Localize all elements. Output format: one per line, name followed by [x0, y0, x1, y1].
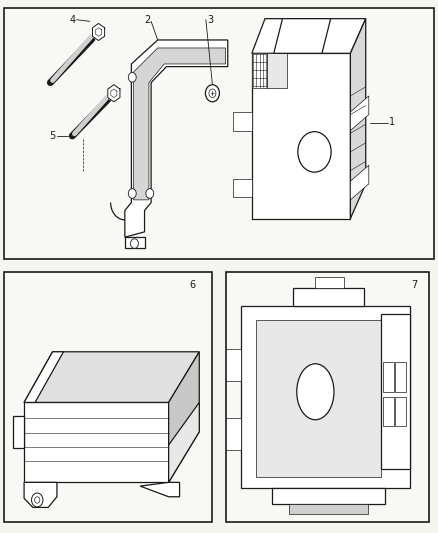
Polygon shape	[350, 19, 366, 219]
Polygon shape	[13, 416, 24, 448]
Circle shape	[298, 132, 331, 172]
Polygon shape	[350, 96, 369, 131]
Polygon shape	[233, 179, 252, 197]
Bar	[383, 397, 394, 426]
Text: 2: 2	[144, 15, 150, 25]
Text: 1: 1	[389, 117, 395, 127]
Polygon shape	[267, 53, 287, 88]
Polygon shape	[24, 352, 64, 402]
Bar	[226, 272, 429, 522]
Circle shape	[205, 85, 219, 102]
Circle shape	[131, 239, 138, 248]
Polygon shape	[256, 320, 381, 477]
Polygon shape	[108, 85, 120, 102]
Bar	[383, 362, 394, 392]
Polygon shape	[125, 237, 145, 248]
Polygon shape	[252, 53, 267, 88]
Text: 5: 5	[49, 131, 56, 141]
Polygon shape	[24, 482, 57, 507]
Polygon shape	[252, 19, 366, 53]
Polygon shape	[293, 288, 364, 306]
Polygon shape	[233, 112, 252, 131]
Text: 7: 7	[411, 280, 417, 290]
Circle shape	[128, 189, 136, 198]
Ellipse shape	[297, 364, 334, 420]
Bar	[395, 362, 406, 392]
Polygon shape	[134, 48, 226, 200]
Text: 6: 6	[190, 280, 196, 290]
Polygon shape	[252, 53, 350, 219]
Polygon shape	[169, 352, 199, 482]
Polygon shape	[272, 488, 385, 504]
Polygon shape	[241, 306, 410, 488]
Circle shape	[32, 493, 43, 507]
Circle shape	[146, 189, 154, 198]
Polygon shape	[226, 349, 241, 381]
Polygon shape	[125, 40, 228, 237]
Text: 3: 3	[207, 15, 213, 25]
Polygon shape	[315, 277, 344, 288]
Polygon shape	[169, 402, 199, 482]
Polygon shape	[24, 352, 199, 402]
Polygon shape	[24, 402, 169, 482]
Text: 4: 4	[69, 15, 75, 25]
Bar	[4, 8, 434, 259]
Polygon shape	[92, 23, 105, 41]
Polygon shape	[140, 482, 180, 497]
Polygon shape	[274, 19, 331, 53]
Polygon shape	[381, 314, 410, 469]
Polygon shape	[289, 504, 368, 514]
Circle shape	[128, 72, 136, 82]
Bar	[4, 272, 212, 522]
Polygon shape	[226, 418, 241, 450]
Circle shape	[209, 89, 216, 98]
Circle shape	[35, 497, 40, 503]
Bar	[395, 397, 406, 426]
Polygon shape	[350, 165, 369, 200]
